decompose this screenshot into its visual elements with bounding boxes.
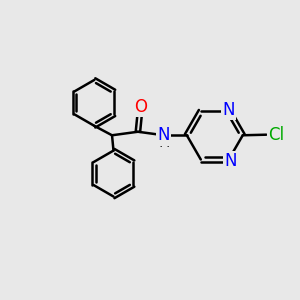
Text: N: N — [158, 126, 170, 144]
Text: N: N — [224, 152, 236, 170]
Text: Cl: Cl — [268, 126, 285, 144]
Text: O: O — [134, 98, 147, 116]
Text: H: H — [159, 135, 170, 150]
Text: N: N — [223, 100, 235, 118]
